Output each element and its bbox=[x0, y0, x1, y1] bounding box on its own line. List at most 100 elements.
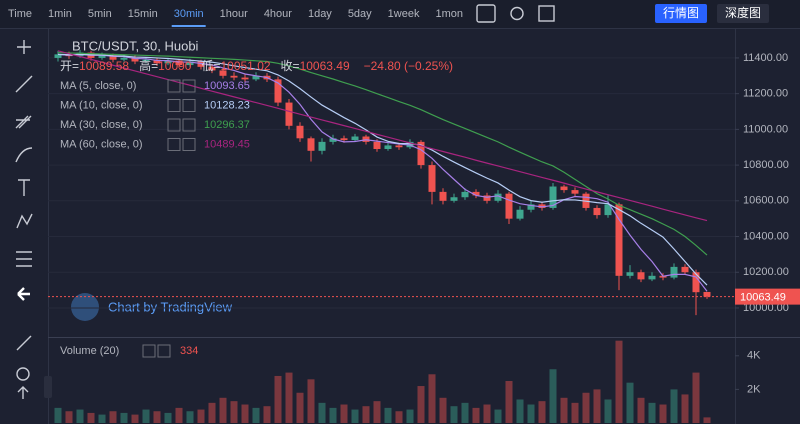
candle-body bbox=[604, 204, 612, 216]
candle-body bbox=[219, 70, 227, 76]
view-button[interactable] bbox=[717, 4, 769, 23]
volume-bar bbox=[208, 402, 216, 423]
candle-body bbox=[670, 266, 678, 278]
candle-body bbox=[681, 266, 689, 273]
watermark-logo bbox=[71, 293, 99, 321]
candle-body bbox=[54, 54, 62, 58]
ohlc-value: 10063.49 bbox=[300, 59, 350, 73]
candle-body bbox=[241, 77, 249, 80]
candle-body bbox=[692, 272, 700, 293]
chart-type-icon[interactable] bbox=[476, 4, 496, 23]
pattern-icon[interactable] bbox=[16, 213, 33, 229]
candle-body bbox=[285, 102, 293, 126]
indicator-remove[interactable] bbox=[182, 138, 196, 151]
volume-bar bbox=[450, 406, 458, 423]
indicator-remove[interactable] bbox=[182, 99, 196, 112]
measure-icon[interactable] bbox=[16, 251, 32, 267]
indicator-remove[interactable] bbox=[157, 344, 171, 358]
indicator-toggle[interactable] bbox=[167, 99, 181, 112]
y-tick-label: 11400.00 bbox=[743, 52, 788, 64]
candle-body bbox=[538, 204, 546, 208]
candle-body bbox=[626, 272, 634, 276]
line-icon[interactable] bbox=[15, 75, 33, 93]
volume-bar bbox=[681, 394, 689, 423]
volume-bar bbox=[538, 401, 546, 423]
view-button-label[interactable]: 行情图 bbox=[663, 6, 699, 20]
view-button-label[interactable]: 深度图 bbox=[725, 5, 761, 20]
ruler-icon[interactable] bbox=[16, 335, 32, 351]
volume-bar bbox=[87, 412, 95, 423]
interval-button[interactable]: 1mon bbox=[435, 8, 463, 20]
volume-bar bbox=[472, 407, 480, 423]
back-icon[interactable] bbox=[17, 287, 30, 301]
volume-bar bbox=[186, 411, 194, 423]
candle-body bbox=[571, 190, 579, 194]
last-price-label: 10063.49 bbox=[740, 292, 786, 304]
indicator-name[interactable]: MA (5, close, 0) bbox=[60, 80, 136, 92]
symbol-title[interactable]: BTC/USDT, 30, Huobi bbox=[72, 38, 199, 53]
collapse-button[interactable] bbox=[44, 376, 52, 398]
settings-icon[interactable] bbox=[510, 6, 524, 21]
interval-button[interactable]: 1hour bbox=[220, 8, 248, 20]
fullscreen-icon[interactable] bbox=[538, 5, 555, 22]
fib-icon[interactable] bbox=[15, 115, 32, 129]
candle-body bbox=[560, 186, 568, 191]
volume-bar bbox=[109, 411, 117, 423]
candle-body bbox=[98, 55, 106, 58]
indicator-name[interactable]: MA (30, close, 0) bbox=[60, 119, 143, 131]
indicator-toggle[interactable] bbox=[167, 138, 181, 151]
volume-bar bbox=[560, 397, 568, 423]
volume-bar bbox=[582, 392, 590, 423]
tool-icons[interactable] bbox=[15, 4, 555, 399]
candle-body bbox=[527, 204, 535, 210]
ohlc-value: 10090 bbox=[158, 59, 192, 73]
candle-body bbox=[417, 141, 425, 166]
interval-button[interactable]: 1day bbox=[308, 8, 332, 20]
view-button[interactable] bbox=[655, 4, 707, 23]
indicator-toggle[interactable] bbox=[167, 118, 181, 132]
indicator-remove[interactable] bbox=[182, 79, 196, 93]
watermark: Chart by TradingView bbox=[108, 299, 233, 314]
candle-body bbox=[307, 138, 315, 151]
volume-bar bbox=[197, 409, 205, 423]
indicator-toggle[interactable] bbox=[167, 79, 181, 93]
candle-body bbox=[318, 141, 326, 151]
volume-bar bbox=[76, 409, 84, 423]
ma-line bbox=[57, 53, 708, 292]
zoom-icon[interactable] bbox=[16, 367, 30, 381]
interval-button[interactable]: Time bbox=[8, 8, 32, 20]
crosshair-icon[interactable] bbox=[17, 40, 31, 54]
interval-button[interactable]: 4hour bbox=[264, 8, 292, 20]
indicator-name[interactable]: MA (60, close, 0) bbox=[60, 138, 143, 150]
interval-button[interactable]: 1week bbox=[388, 8, 420, 20]
magnet-icon[interactable] bbox=[17, 386, 29, 399]
volume-bar bbox=[296, 392, 304, 423]
candle-body bbox=[373, 141, 381, 150]
interval-button[interactable]: 1min bbox=[48, 8, 72, 20]
interval-button[interactable]: 5min bbox=[88, 8, 112, 20]
brush-icon[interactable] bbox=[15, 147, 33, 163]
volume-bar bbox=[637, 397, 645, 423]
volume-name[interactable]: Volume (20) bbox=[60, 345, 119, 357]
indicator-toggle[interactable] bbox=[142, 344, 156, 358]
text-icon[interactable] bbox=[18, 179, 30, 196]
volume-bar bbox=[439, 397, 447, 423]
indicator-remove[interactable] bbox=[182, 118, 196, 132]
ohlc-value: 10089.58 bbox=[79, 59, 129, 73]
volume-bar bbox=[428, 374, 436, 423]
volume-bar bbox=[384, 407, 392, 423]
candle-body bbox=[153, 59, 161, 64]
volume-bar bbox=[516, 399, 524, 423]
interval-button[interactable]: 15min bbox=[128, 8, 158, 20]
interval-button[interactable]: 30min bbox=[174, 8, 204, 20]
volume-bar bbox=[274, 375, 282, 423]
volume-bar bbox=[670, 389, 678, 423]
interval-button[interactable]: 5day bbox=[348, 8, 372, 20]
volume-bar bbox=[494, 409, 502, 423]
candle-body bbox=[230, 75, 238, 78]
indicator-name[interactable]: MA (10, close, 0) bbox=[60, 99, 143, 111]
volume-bar bbox=[648, 402, 656, 423]
volume-bar bbox=[417, 386, 425, 423]
volume-bar bbox=[98, 414, 106, 423]
volume-tick-label: 4K bbox=[747, 350, 761, 362]
